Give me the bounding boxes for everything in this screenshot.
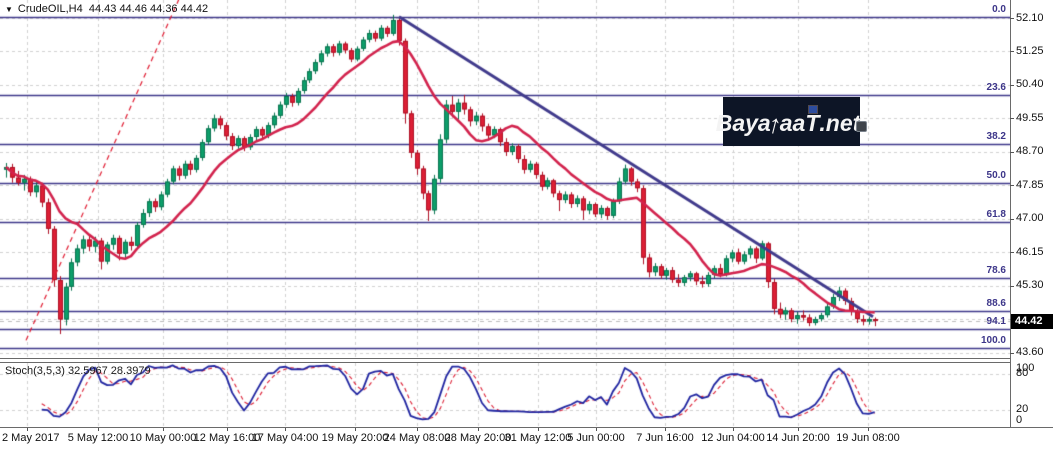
time-axis-tick xyxy=(417,428,418,431)
fibonacci-level-label: 0.0 xyxy=(992,4,1006,16)
time-axis-label: 19 May 20:00 xyxy=(321,432,389,444)
price-axis-label: 43.60 xyxy=(1016,346,1044,359)
symbol-dropdown-icon[interactable]: ▼ xyxy=(5,5,13,14)
time-axis-tick xyxy=(163,428,164,431)
time-axis-label: 5 May 12:00 xyxy=(67,432,129,444)
symbol-ohlc-header: ▼ CrudeOIL,H4 44.43 44.46 44.36 44.42 xyxy=(5,3,208,15)
fibonacci-level-label: 61.8 xyxy=(986,209,1006,221)
price-axis-label: 48.70 xyxy=(1016,145,1044,158)
time-axis-label: 17 May 04:00 xyxy=(251,432,319,444)
time-axis-tick xyxy=(665,428,666,431)
price-axis-label: 49.55 xyxy=(1016,111,1044,124)
price-axis-tick xyxy=(1010,51,1014,52)
fibonacci-level-label: 94.1 xyxy=(986,316,1006,328)
time-axis-label: 10 May 00:00 xyxy=(129,432,197,444)
watermark-text: Baya↑aaT.net xyxy=(716,104,868,140)
fibonacci-level-label: 38.2 xyxy=(986,130,1006,142)
stoch-scale-label: 80 xyxy=(1016,367,1029,379)
time-axis-label: 5 Jun 00:00 xyxy=(567,432,625,444)
price-axis-label: 45.30 xyxy=(1016,279,1044,292)
time-axis-label: 14 Jun 20:00 xyxy=(766,432,830,444)
price-chart-canvas[interactable] xyxy=(0,0,1010,359)
price-axis-tick xyxy=(1010,85,1014,86)
price-axis-label: 47.00 xyxy=(1016,212,1044,225)
flag-icon xyxy=(808,104,819,114)
time-axis-tick xyxy=(596,428,597,431)
panel-separator[interactable] xyxy=(0,358,1010,359)
stochastic-header: Stoch(3,5,3) 32.5967 28.3979 xyxy=(5,365,151,377)
price-axis-tick xyxy=(1010,353,1014,354)
time-axis-tick xyxy=(27,428,28,431)
time-axis-label: 24 May 08:00 xyxy=(383,432,451,444)
stoch-scale-label: 20 xyxy=(1016,402,1029,415)
stoch-panel-border-top xyxy=(0,362,1010,363)
current-price-tag: 44.42 xyxy=(1011,314,1053,329)
price-axis-tick xyxy=(1010,252,1014,253)
stochastic-canvas[interactable] xyxy=(0,363,1010,427)
symbol-label: CrudeOIL,H4 xyxy=(17,3,83,15)
time-axis-tick xyxy=(285,428,286,431)
watermark-logo: Baya↑aaT.net xyxy=(716,97,868,146)
price-axis-tick xyxy=(1010,219,1014,220)
price-axis-tick xyxy=(1010,18,1014,19)
time-axis-tick xyxy=(868,428,869,431)
time-axis-tick xyxy=(798,428,799,431)
price-axis-tick xyxy=(1010,152,1014,153)
price-axis-label: 46.15 xyxy=(1016,245,1044,258)
stoch-scale-label: 100 xyxy=(1016,362,1035,374)
stoch-scale-label: 0 xyxy=(1016,414,1023,427)
fibonacci-level-label: 50.0 xyxy=(986,170,1006,182)
price-axis-tick xyxy=(1010,185,1014,186)
price-axis-label: 52.10 xyxy=(1016,11,1044,24)
time-axis-label: 12 May 16:00 xyxy=(193,432,261,444)
price-axis-label: 50.40 xyxy=(1016,78,1044,91)
time-axis-label: 2 May 2017 xyxy=(2,432,60,444)
fibonacci-level-label: 88.6 xyxy=(986,298,1006,310)
price-axis-border xyxy=(1010,0,1011,428)
fibonacci-level-label: 100.0 xyxy=(980,335,1006,347)
time-axis-tick xyxy=(478,428,479,431)
time-axis-tick xyxy=(355,428,356,431)
fibonacci-level-label: 23.6 xyxy=(986,82,1006,94)
slider-knob-icon xyxy=(856,120,868,132)
price-axis-label: 47.85 xyxy=(1016,178,1044,191)
ohlc-values: 44.43 44.46 44.36 44.42 xyxy=(88,3,209,15)
time-axis-label: 12 Jun 04:00 xyxy=(701,432,765,444)
time-axis-label: 31 May 12:00 xyxy=(504,432,572,444)
time-axis-label: 7 Jun 16:00 xyxy=(636,432,694,444)
time-axis-tick xyxy=(538,428,539,431)
time-axis-tick xyxy=(733,428,734,431)
time-axis-tick xyxy=(227,428,228,431)
fibonacci-level-label: 78.6 xyxy=(986,265,1006,277)
stoch-panel-border-bottom xyxy=(0,427,1053,428)
time-axis-label: 28 May 20:00 xyxy=(444,432,512,444)
time-axis-label: 19 Jun 08:00 xyxy=(836,432,900,444)
price-axis-tick xyxy=(1010,286,1014,287)
time-axis-tick xyxy=(98,428,99,431)
price-axis-tick xyxy=(1010,118,1014,119)
price-axis-label: 51.25 xyxy=(1016,44,1044,57)
